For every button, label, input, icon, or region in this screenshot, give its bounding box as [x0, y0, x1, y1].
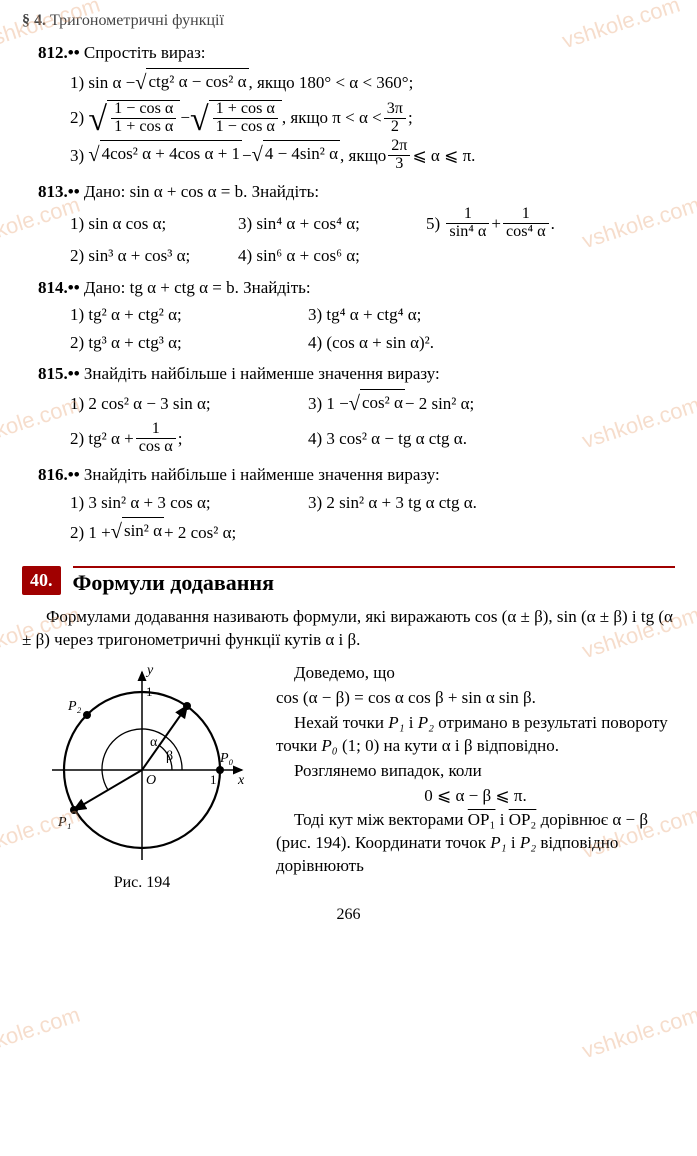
- svg-text:O: O: [146, 773, 156, 788]
- proof-line: Тоді кут між векторами OP₁ і OP₂ дорівню…: [276, 809, 675, 878]
- sqrt-frac: √1 − cos α1 + cos α: [88, 100, 180, 136]
- problem-814-row2: 2) tg³ α + ctg³ α; 4) (cos α + sin α)².: [22, 330, 675, 356]
- math-text: 3) 1 − √cos² α − 2 sin² α;: [308, 389, 474, 420]
- svg-text:P₂: P₂: [67, 699, 82, 714]
- problem-816: 816.•• Знайдіть найбільше і найменше зна…: [22, 462, 675, 548]
- problem-number: 814.••: [22, 275, 80, 301]
- section-title-text: Тригонометричні функції: [50, 12, 224, 29]
- math-text: 2) tg³ α + ctg³ α;: [70, 330, 290, 356]
- math-end: ⩽ α ⩽ π.: [412, 143, 475, 169]
- proof-formula: cos (α − β) = cos α cos β + sin α sin β.: [276, 687, 675, 710]
- problem-815: 815.•• Знайдіть найбільше і найменше зна…: [22, 361, 675, 456]
- problem-title: Знайдіть найбільше і найменше значення в…: [84, 364, 440, 383]
- frac: 3π2: [384, 101, 406, 136]
- math-text: 2) 1 + √sin² α + 2 cos² α;: [70, 517, 236, 548]
- figure-caption: Рис. 194: [22, 874, 262, 892]
- minus: −: [242, 143, 252, 169]
- problem-815-row1: 1) 2 cos² α − 3 sin α; 3) 1 − √cos² α − …: [22, 389, 675, 420]
- math-tail: , якщо: [340, 143, 386, 169]
- item-label: 1): [70, 70, 84, 96]
- problem-814-row1: 1) tg² α + ctg² α; 3) tg⁴ α + ctg⁴ α;: [22, 302, 675, 328]
- problem-number: 816.••: [22, 462, 80, 488]
- problem-number: 813.••: [22, 179, 80, 205]
- problem-title: Знайдіть найбільше і найменше значення в…: [84, 465, 440, 484]
- problem-813: 813.•• Дано: sin α + cos α = b. Знайдіть…: [22, 179, 675, 269]
- section-heading-text: Формули додавання: [73, 566, 676, 596]
- svg-text:y: y: [145, 663, 154, 678]
- math-text: 3) sin⁴ α + cos⁴ α;: [238, 211, 408, 237]
- proof-inequality: 0 ⩽ α − β ⩽ π.: [276, 785, 675, 808]
- item-label: 3): [70, 143, 84, 169]
- math-text: 4) (cos α + sin α)².: [308, 330, 434, 356]
- problem-812-item-2: 2) √1 − cos α1 + cos α − √1 + cos α1 − c…: [22, 100, 675, 136]
- problem-number: 815.••: [22, 361, 80, 387]
- problem-816-row1: 1) 3 sin² α + 3 cos α; 3) 2 sin² α + 3 t…: [22, 490, 675, 516]
- math-text: 3) tg⁴ α + ctg⁴ α;: [308, 302, 421, 328]
- figure-and-text: y x O 1 1 P₀ P₁ P₂ α β Рис. 194 Доведемо…: [22, 660, 675, 892]
- section-heading: 40. Формули додавання: [22, 566, 675, 596]
- math-text: 4) sin⁶ α + cos⁶ α;: [238, 243, 408, 269]
- svg-text:1: 1: [210, 772, 217, 787]
- math-text: 5) 1sin⁴ α + 1cos⁴ α .: [426, 206, 555, 241]
- svg-text:α: α: [150, 735, 158, 750]
- math-text: 4) 3 cos² α − tg α ctg α.: [308, 426, 467, 452]
- figure-box: y x O 1 1 P₀ P₁ P₂ α β Рис. 194: [22, 660, 262, 892]
- semicolon: ;: [408, 105, 413, 131]
- intro-paragraph: Формулами додавання називають формули, я…: [22, 606, 675, 652]
- math-text: 1) 2 cos² α − 3 sin α;: [70, 391, 290, 417]
- page-header: § 4. Тригонометричні функції: [22, 12, 675, 30]
- math-text: 1) 3 sin² α + 3 cos α;: [70, 490, 290, 516]
- math-text: 3) 2 sin² α + 3 tg α ctg α.: [308, 490, 477, 516]
- proof-line: Розглянемо випадок, коли: [276, 760, 675, 783]
- problem-number: 812.••: [22, 40, 80, 66]
- problem-813-row2: 2) sin³ α + cos³ α; 4) sin⁶ α + cos⁶ α;: [22, 243, 675, 269]
- math-tail: , якщо π < α <: [282, 105, 382, 131]
- problem-812-item-1: 1) sin α − √ctg² α − cos² α , якщо 180° …: [22, 68, 675, 99]
- proof-line: Доведемо, що: [276, 662, 675, 685]
- math-text: sin α −: [88, 70, 135, 96]
- svg-text:P₁: P₁: [57, 815, 71, 830]
- problem-title: Спростіть вираз:: [84, 43, 206, 62]
- section-number: § 4.: [22, 12, 46, 29]
- proof-text: Доведемо, що cos (α − β) = cos α cos β +…: [276, 660, 675, 892]
- problem-812: 812.•• Спростіть вираз: 1) sin α − √ctg²…: [22, 40, 675, 173]
- problem-812-item-3: 3) √4cos² α + 4cos α + 1 − √4 − 4sin² α …: [22, 138, 675, 173]
- sqrt-frac: √1 + cos α1 − cos α: [190, 100, 282, 136]
- math-text: 1) sin α cos α;: [70, 211, 220, 237]
- problem-816-row2: 2) 1 + √sin² α + 2 cos² α;: [22, 517, 675, 548]
- section-badge: 40.: [22, 566, 61, 595]
- unit-circle-diagram: y x O 1 1 P₀ P₁ P₂ α β: [32, 660, 252, 870]
- minus: −: [180, 105, 190, 131]
- proof-line: Нехай точки P₁ і P₂ отримано в результат…: [276, 712, 675, 758]
- math-text: 2) tg² α + 1cos α ;: [70, 421, 290, 456]
- svg-text:x: x: [237, 773, 245, 788]
- problem-title: Дано: tg α + ctg α = b. Знайдіть:: [84, 278, 311, 297]
- sqrt-expr: √4cos² α + 4cos α + 1: [88, 140, 242, 171]
- page-number: 266: [22, 906, 675, 924]
- frac: 2π3: [388, 138, 410, 173]
- sqrt-expr: √4 − 4sin² α: [252, 140, 340, 171]
- math-text: 1) tg² α + ctg² α;: [70, 302, 290, 328]
- problem-814: 814.•• Дано: tg α + ctg α = b. Знайдіть:…: [22, 275, 675, 356]
- svg-text:β: β: [166, 749, 173, 764]
- problem-title: Дано: sin α + cos α = b. Знайдіть:: [84, 182, 319, 201]
- sqrt-expr: √ctg² α − cos² α: [135, 68, 248, 99]
- item-label: 2): [70, 105, 84, 131]
- svg-text:1: 1: [146, 684, 153, 699]
- svg-text:P₀: P₀: [219, 751, 234, 766]
- problem-815-row2: 2) tg² α + 1cos α ; 4) 3 cos² α − tg α c…: [22, 421, 675, 456]
- problem-813-row1: 1) sin α cos α; 3) sin⁴ α + cos⁴ α; 5) 1…: [22, 206, 675, 241]
- math-tail: , якщо 180° < α < 360°;: [249, 70, 414, 96]
- math-text: 2) sin³ α + cos³ α;: [70, 243, 220, 269]
